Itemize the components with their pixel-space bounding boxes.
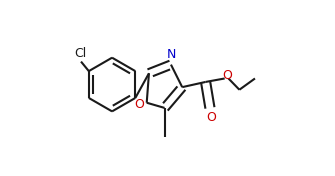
Text: O: O	[207, 111, 217, 124]
Text: O: O	[222, 69, 232, 82]
Text: O: O	[134, 98, 144, 111]
Text: N: N	[166, 48, 176, 61]
Text: Cl: Cl	[74, 46, 86, 59]
